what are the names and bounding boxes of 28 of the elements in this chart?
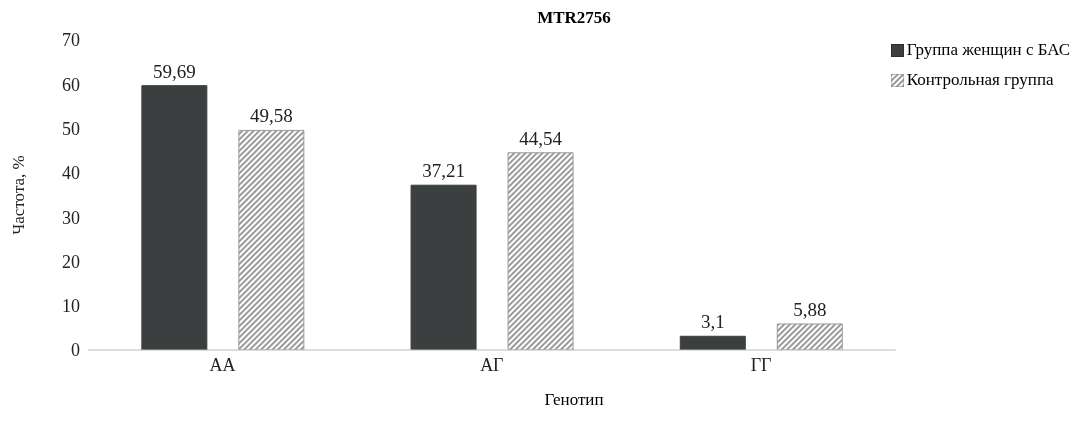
data-label: 3,1 xyxy=(700,311,725,333)
data-label: 59,69 xyxy=(152,60,196,82)
y-tick-label: 20 xyxy=(62,251,80,272)
data-label: 44,54 xyxy=(519,127,563,149)
y-tick-label: 0 xyxy=(71,340,80,361)
bar xyxy=(238,129,305,350)
data-label: 49,58 xyxy=(249,105,293,127)
y-tick-label: 60 xyxy=(62,74,80,95)
bar xyxy=(507,152,574,350)
x-tick-label: АГ xyxy=(480,354,504,375)
x-tick-label: ГГ xyxy=(750,354,772,375)
x-tick-label: АА xyxy=(209,354,236,375)
legend-label: Группа женщин с БАС xyxy=(905,40,1070,60)
legend-label: Контрольная группа xyxy=(905,70,1055,90)
y-tick-label: 70 xyxy=(62,30,80,51)
bar xyxy=(776,323,843,350)
bar xyxy=(141,85,208,350)
y-tick-label: 30 xyxy=(62,207,80,228)
y-tick-label: 50 xyxy=(62,118,80,139)
y-tick-label: 10 xyxy=(62,296,80,317)
y-tick-label: 40 xyxy=(62,163,80,184)
data-label: 5,88 xyxy=(793,298,827,320)
chart-title: MTR2756 xyxy=(536,8,612,29)
bar xyxy=(410,184,477,350)
y-axis-title: Частота, % xyxy=(9,155,29,235)
bar xyxy=(679,335,746,350)
x-axis-title: Генотип xyxy=(543,390,605,410)
data-label: 37,21 xyxy=(422,160,465,182)
